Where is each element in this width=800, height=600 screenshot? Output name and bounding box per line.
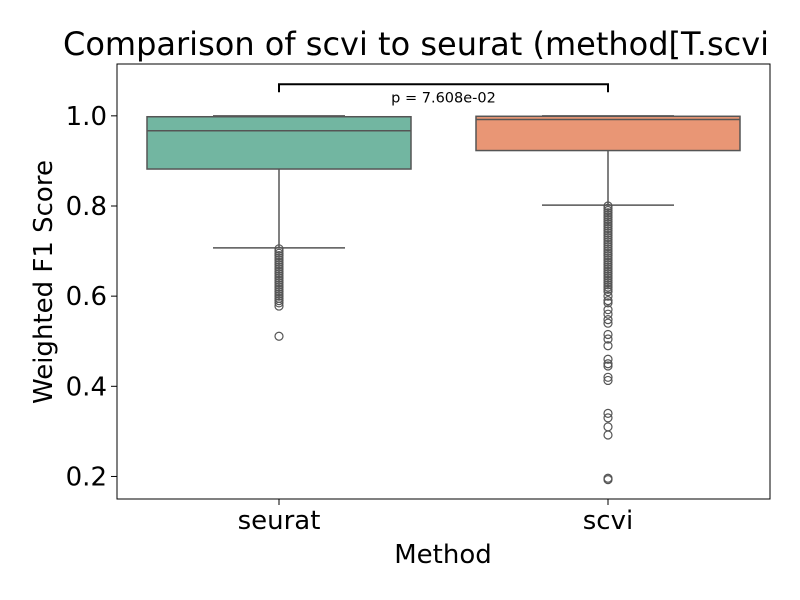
box-seurat [146, 115, 412, 341]
axes: 0.2 0.4 0.6 0.8 1.0 seurat scvi [66, 63, 771, 536]
y-tick-label: 0.2 [66, 462, 107, 492]
outlier-point-scvi [603, 413, 613, 423]
outlier-point-scvi [603, 334, 613, 344]
outlier-point-scvi [603, 422, 613, 432]
outlier-point-scvi [603, 361, 613, 371]
outlier-point-scvi [603, 341, 613, 351]
outlier-point-scvi [603, 291, 613, 301]
y-tick-label: 0.8 [66, 192, 107, 222]
outlier-point-scvi [603, 305, 613, 315]
y-axis-label: Weighted F1 Score [29, 160, 59, 404]
axes-frame [116, 63, 771, 500]
p-value-label: p = 7.608e-02 [391, 90, 496, 106]
outlier-point-scvi [603, 408, 613, 418]
y-tick-label: 1.0 [66, 102, 107, 132]
outlier-point-scvi [603, 318, 613, 328]
outlier-point-scvi [603, 430, 613, 440]
outlier-point-scvi [603, 475, 613, 485]
box-body-scvi [475, 115, 741, 152]
x-tick-label: seurat [238, 506, 321, 536]
outlier-point-scvi [603, 309, 613, 319]
box-scvi [475, 115, 741, 485]
outlier-point-scvi [603, 314, 613, 325]
bracket-line [278, 83, 609, 93]
outlier-point-scvi [603, 329, 613, 340]
outlier-point-seurat [274, 331, 284, 341]
outlier-point-seurat [274, 301, 284, 311]
outlier-point-seurat [274, 298, 284, 308]
plot-area: p = 7.608e-02 [146, 83, 741, 485]
outlier-point-scvi [603, 287, 613, 297]
y-tick-label: 0.6 [66, 282, 107, 312]
outlier-point-scvi [603, 375, 613, 386]
outlier-point-scvi [603, 298, 613, 308]
x-tick-label: scvi [583, 506, 633, 536]
x-axis-label: Method [394, 540, 492, 570]
outlier-point-scvi [603, 354, 613, 364]
significance-bracket: p = 7.608e-02 [278, 83, 609, 106]
chart-title: Comparison of scvi to seurat (method[T.s… [63, 25, 769, 63]
box-body-seurat [146, 115, 412, 170]
outlier-point-scvi [603, 372, 613, 382]
y-tick-label: 0.4 [66, 372, 107, 402]
